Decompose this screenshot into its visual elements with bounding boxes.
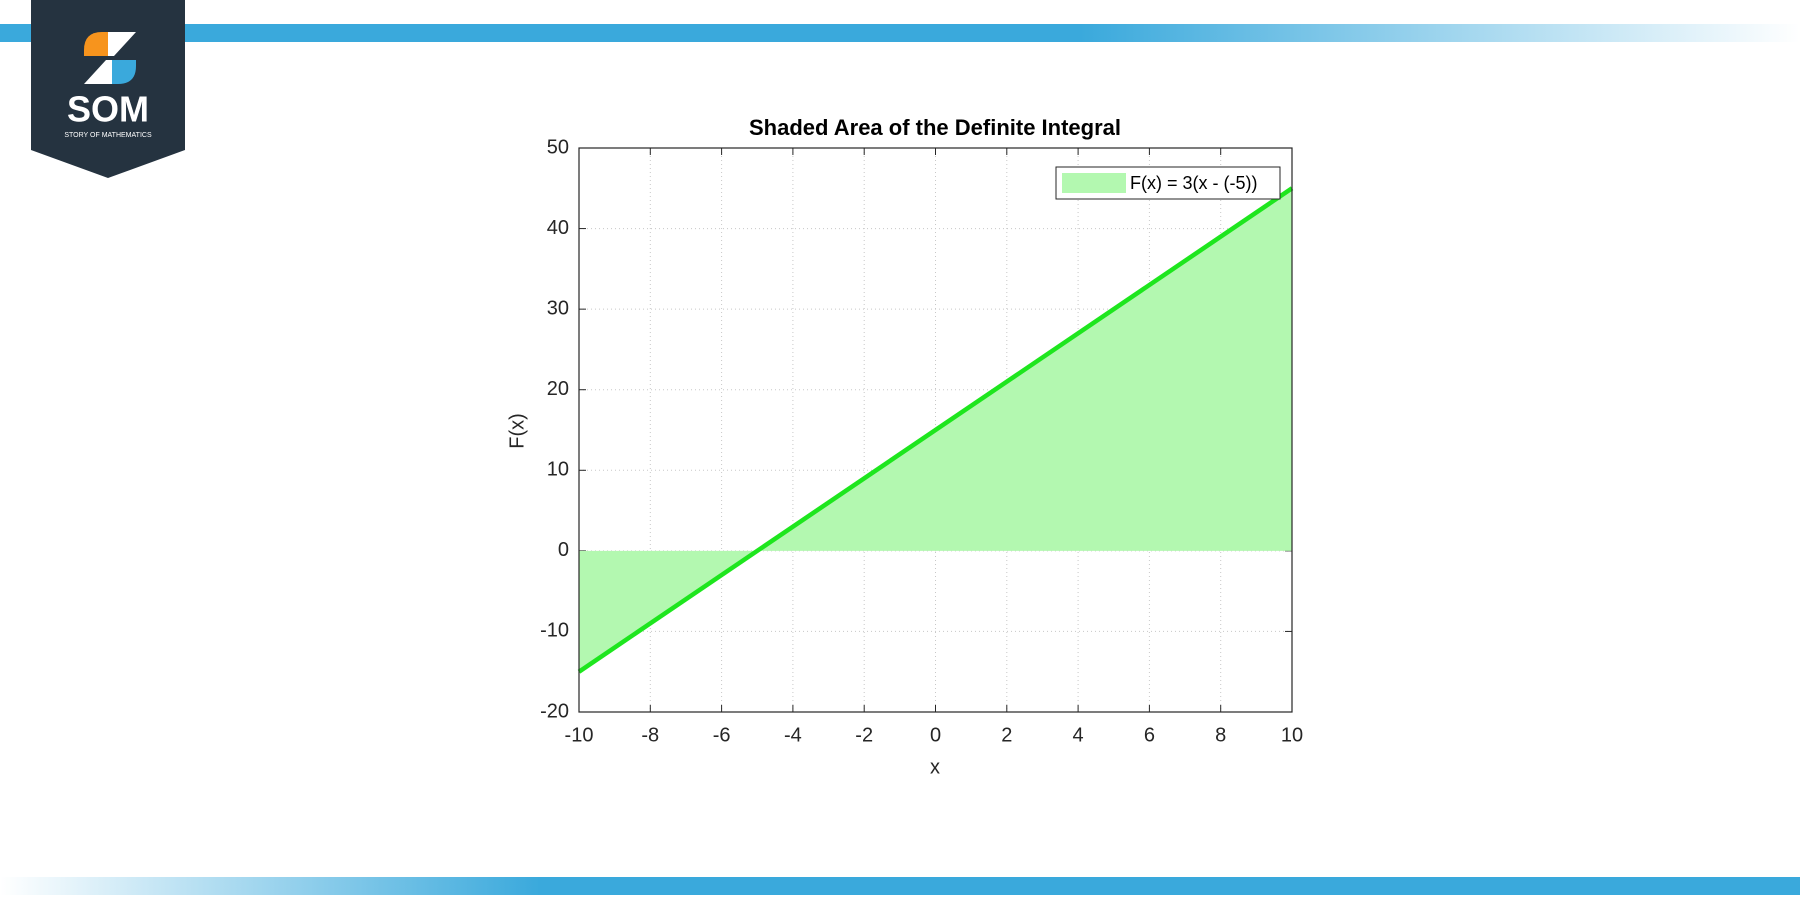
logo-tagline: STORY OF MATHEMATICS <box>64 132 152 139</box>
y-tick-label: -20 <box>540 700 569 722</box>
x-tick-label: 8 <box>1215 724 1226 746</box>
y-tick-label: 10 <box>547 459 569 481</box>
x-tick-label: 6 <box>1144 724 1155 746</box>
x-tick-label: -6 <box>713 724 731 746</box>
y-tick-label: 0 <box>558 539 569 561</box>
chart-title: Shaded Area of the Definite Integral <box>749 115 1121 140</box>
y-tick-label: -10 <box>540 620 569 642</box>
logo-icon <box>112 60 136 84</box>
x-tick-label: 2 <box>1001 724 1012 746</box>
y-axis-label: F(x) <box>506 413 528 449</box>
logo-name: SOM <box>67 89 149 130</box>
logo-icon <box>108 32 136 56</box>
legend: F(x) = 3(x - (-5)) <box>1055 166 1281 200</box>
line <box>577 186 1294 674</box>
legend-label: F(x) = 3(x - (-5)) <box>1130 173 1258 193</box>
x-axis-label: x <box>930 756 940 778</box>
top-stripe <box>0 24 1800 42</box>
x-tick-label: 4 <box>1073 724 1084 746</box>
logo-icon <box>84 32 108 56</box>
x-tick-label: -10 <box>565 724 594 746</box>
x-tick-label: 0 <box>930 724 941 746</box>
y-tick-label: 50 <box>547 136 569 158</box>
logo: SOM STORY OF MATHEMATICS <box>31 0 185 178</box>
x-tick-label: -4 <box>784 724 802 746</box>
bottom-stripe <box>0 877 1800 895</box>
y-tick-label: 40 <box>547 217 569 239</box>
axes-box <box>578 147 1293 713</box>
logo-icon <box>84 60 112 84</box>
y-tick-label: 20 <box>547 378 569 400</box>
x-tick-label: -2 <box>855 724 873 746</box>
logo-badge <box>31 0 185 178</box>
x-tick-label: 10 <box>1281 724 1303 746</box>
legend-swatch <box>1062 173 1126 193</box>
x-tick-label: -8 <box>641 724 659 746</box>
y-tick-label: 30 <box>547 297 569 319</box>
